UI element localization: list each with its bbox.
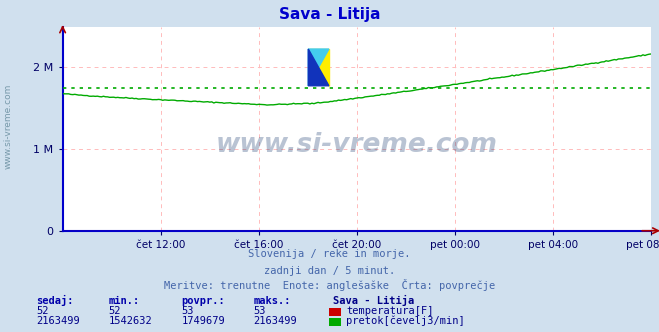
Text: 1542632: 1542632 (109, 316, 152, 326)
Text: pretok[čevelj3/min]: pretok[čevelj3/min] (346, 315, 465, 326)
Text: Sava - Litija: Sava - Litija (333, 295, 414, 306)
Polygon shape (308, 49, 329, 86)
Text: maks.:: maks.: (254, 296, 291, 306)
Polygon shape (308, 49, 329, 86)
Text: 2163499: 2163499 (36, 316, 80, 326)
Text: 53: 53 (181, 306, 194, 316)
Text: sedaj:: sedaj: (36, 295, 74, 306)
Polygon shape (308, 49, 329, 86)
Text: 52: 52 (36, 306, 49, 316)
Text: zadnji dan / 5 minut.: zadnji dan / 5 minut. (264, 266, 395, 276)
Text: Slovenija / reke in morje.: Slovenija / reke in morje. (248, 249, 411, 259)
Text: min.:: min.: (109, 296, 140, 306)
Text: 1749679: 1749679 (181, 316, 225, 326)
Text: 2163499: 2163499 (254, 316, 297, 326)
Text: www.si-vreme.com: www.si-vreme.com (216, 132, 498, 158)
Text: 53: 53 (254, 306, 266, 316)
Text: 52: 52 (109, 306, 121, 316)
Text: Sava - Litija: Sava - Litija (279, 7, 380, 23)
Text: Meritve: trenutne  Enote: anglešaške  Črta: povprečje: Meritve: trenutne Enote: anglešaške Črta… (164, 279, 495, 291)
Text: povpr.:: povpr.: (181, 296, 225, 306)
Text: temperatura[F]: temperatura[F] (346, 306, 434, 316)
Text: www.si-vreme.com: www.si-vreme.com (4, 83, 13, 169)
